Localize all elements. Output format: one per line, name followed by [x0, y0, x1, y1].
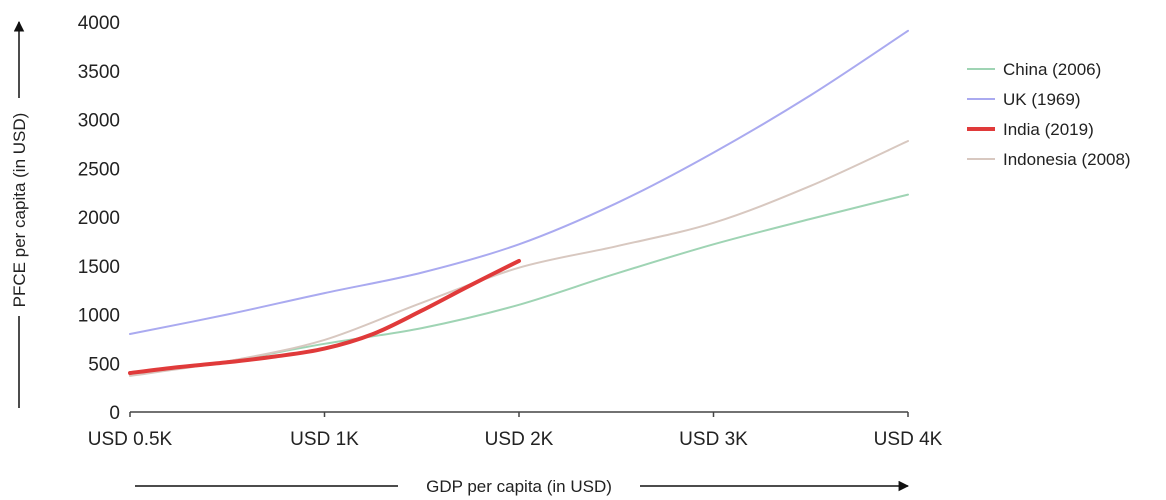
- legend-label: India (2019): [1003, 120, 1094, 139]
- x-tick-label: USD 1K: [290, 429, 359, 450]
- y-tick-label: 4000: [78, 13, 120, 34]
- series-line-china-2006: [129, 193, 909, 376]
- y-tick-label: 1000: [78, 306, 120, 327]
- x-axis-ticks: USD 0.5K USD 1K USD 2K USD 3K USD 4K: [88, 412, 943, 450]
- x-axis-title: GDP per capita (in USD): [426, 477, 612, 496]
- legend-label: China (2006): [1003, 60, 1101, 79]
- y-tick-label: 2000: [78, 208, 120, 229]
- y-tick-label: 2500: [78, 159, 120, 180]
- y-axis-title: PFCE per capita (in USD): [10, 113, 29, 308]
- x-tick-label: USD 3K: [679, 429, 748, 450]
- x-tick-label: USD 4K: [874, 429, 943, 450]
- y-tick-label: 3000: [78, 111, 120, 132]
- y-tick-label: 1500: [78, 257, 120, 278]
- y-tick-label: 0: [109, 403, 120, 424]
- y-tick-label: 3500: [78, 62, 120, 83]
- x-tick-label: USD 0.5K: [88, 429, 173, 450]
- series-line-india-2019: [128, 258, 521, 375]
- legend-label: Indonesia (2008): [1003, 150, 1131, 169]
- series-lines: [128, 29, 909, 377]
- legend-label: UK (1969): [1003, 90, 1080, 109]
- legend: China (2006) UK (1969) India (2019) Indones…: [967, 60, 1131, 169]
- series-line-indonesia-2008: [129, 140, 909, 377]
- series-line-uk-1969: [129, 29, 909, 335]
- y-axis-ticks: 0 500 1000 1500 2000 2500 3000 3500 4000: [78, 13, 120, 424]
- y-tick-label: 500: [88, 354, 120, 375]
- x-tick-label: USD 2K: [485, 429, 554, 450]
